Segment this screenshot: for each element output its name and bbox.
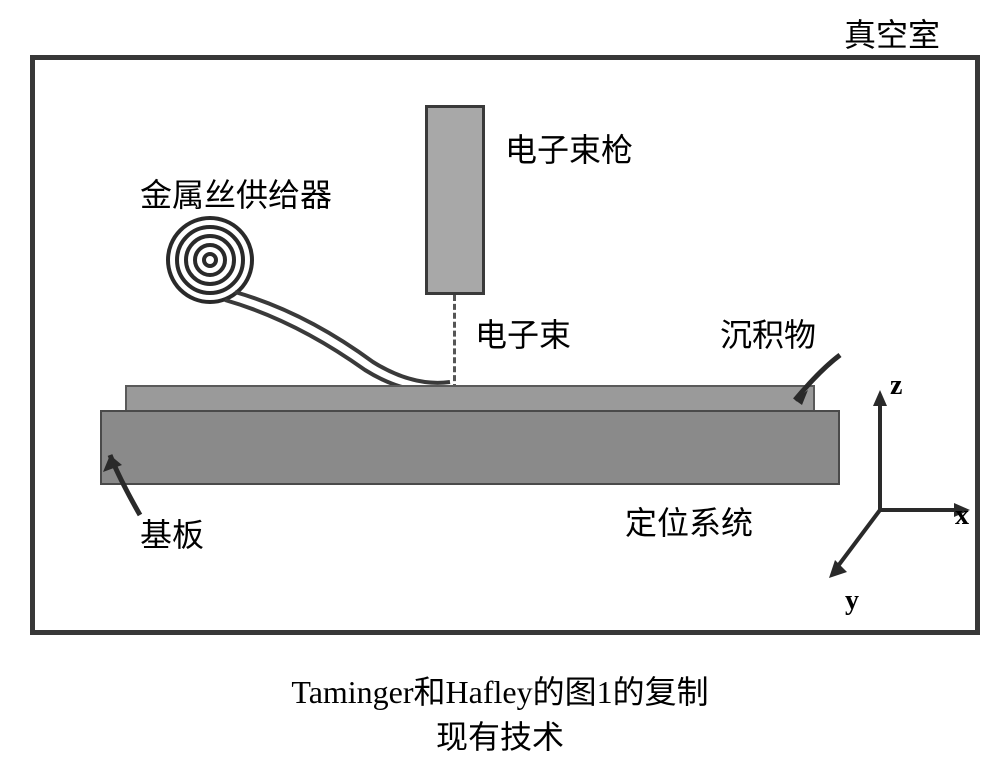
substrate-label: 基板	[140, 510, 204, 556]
electron-beam-label: 电子束	[475, 310, 571, 356]
figure-caption: Taminger和Hafley的图1的复制 现有技术	[0, 670, 1000, 760]
axis-x-label: x	[955, 500, 969, 532]
vacuum-chamber-box: 电子束枪 金属丝供给器 电子束 沉积物 基板 定位系统 z x	[30, 55, 980, 635]
substrate-block	[100, 410, 840, 485]
axis-y-label: y	[845, 585, 859, 617]
axis-z-label: z	[890, 370, 902, 402]
electron-beam-gun	[425, 105, 485, 295]
positioning-system-label: 定位系统	[625, 498, 753, 544]
wire-feeder-label: 金属丝供给器	[140, 170, 332, 216]
caption-line-1: Taminger和Hafley的图1的复制	[0, 670, 1000, 715]
caption-line-2: 现有技术	[0, 715, 1000, 760]
vacuum-chamber-label: 真空室	[844, 10, 940, 56]
xyz-axes	[825, 380, 975, 600]
eb-gun-label: 电子束枪	[505, 125, 633, 171]
electron-beam-line	[453, 295, 456, 390]
